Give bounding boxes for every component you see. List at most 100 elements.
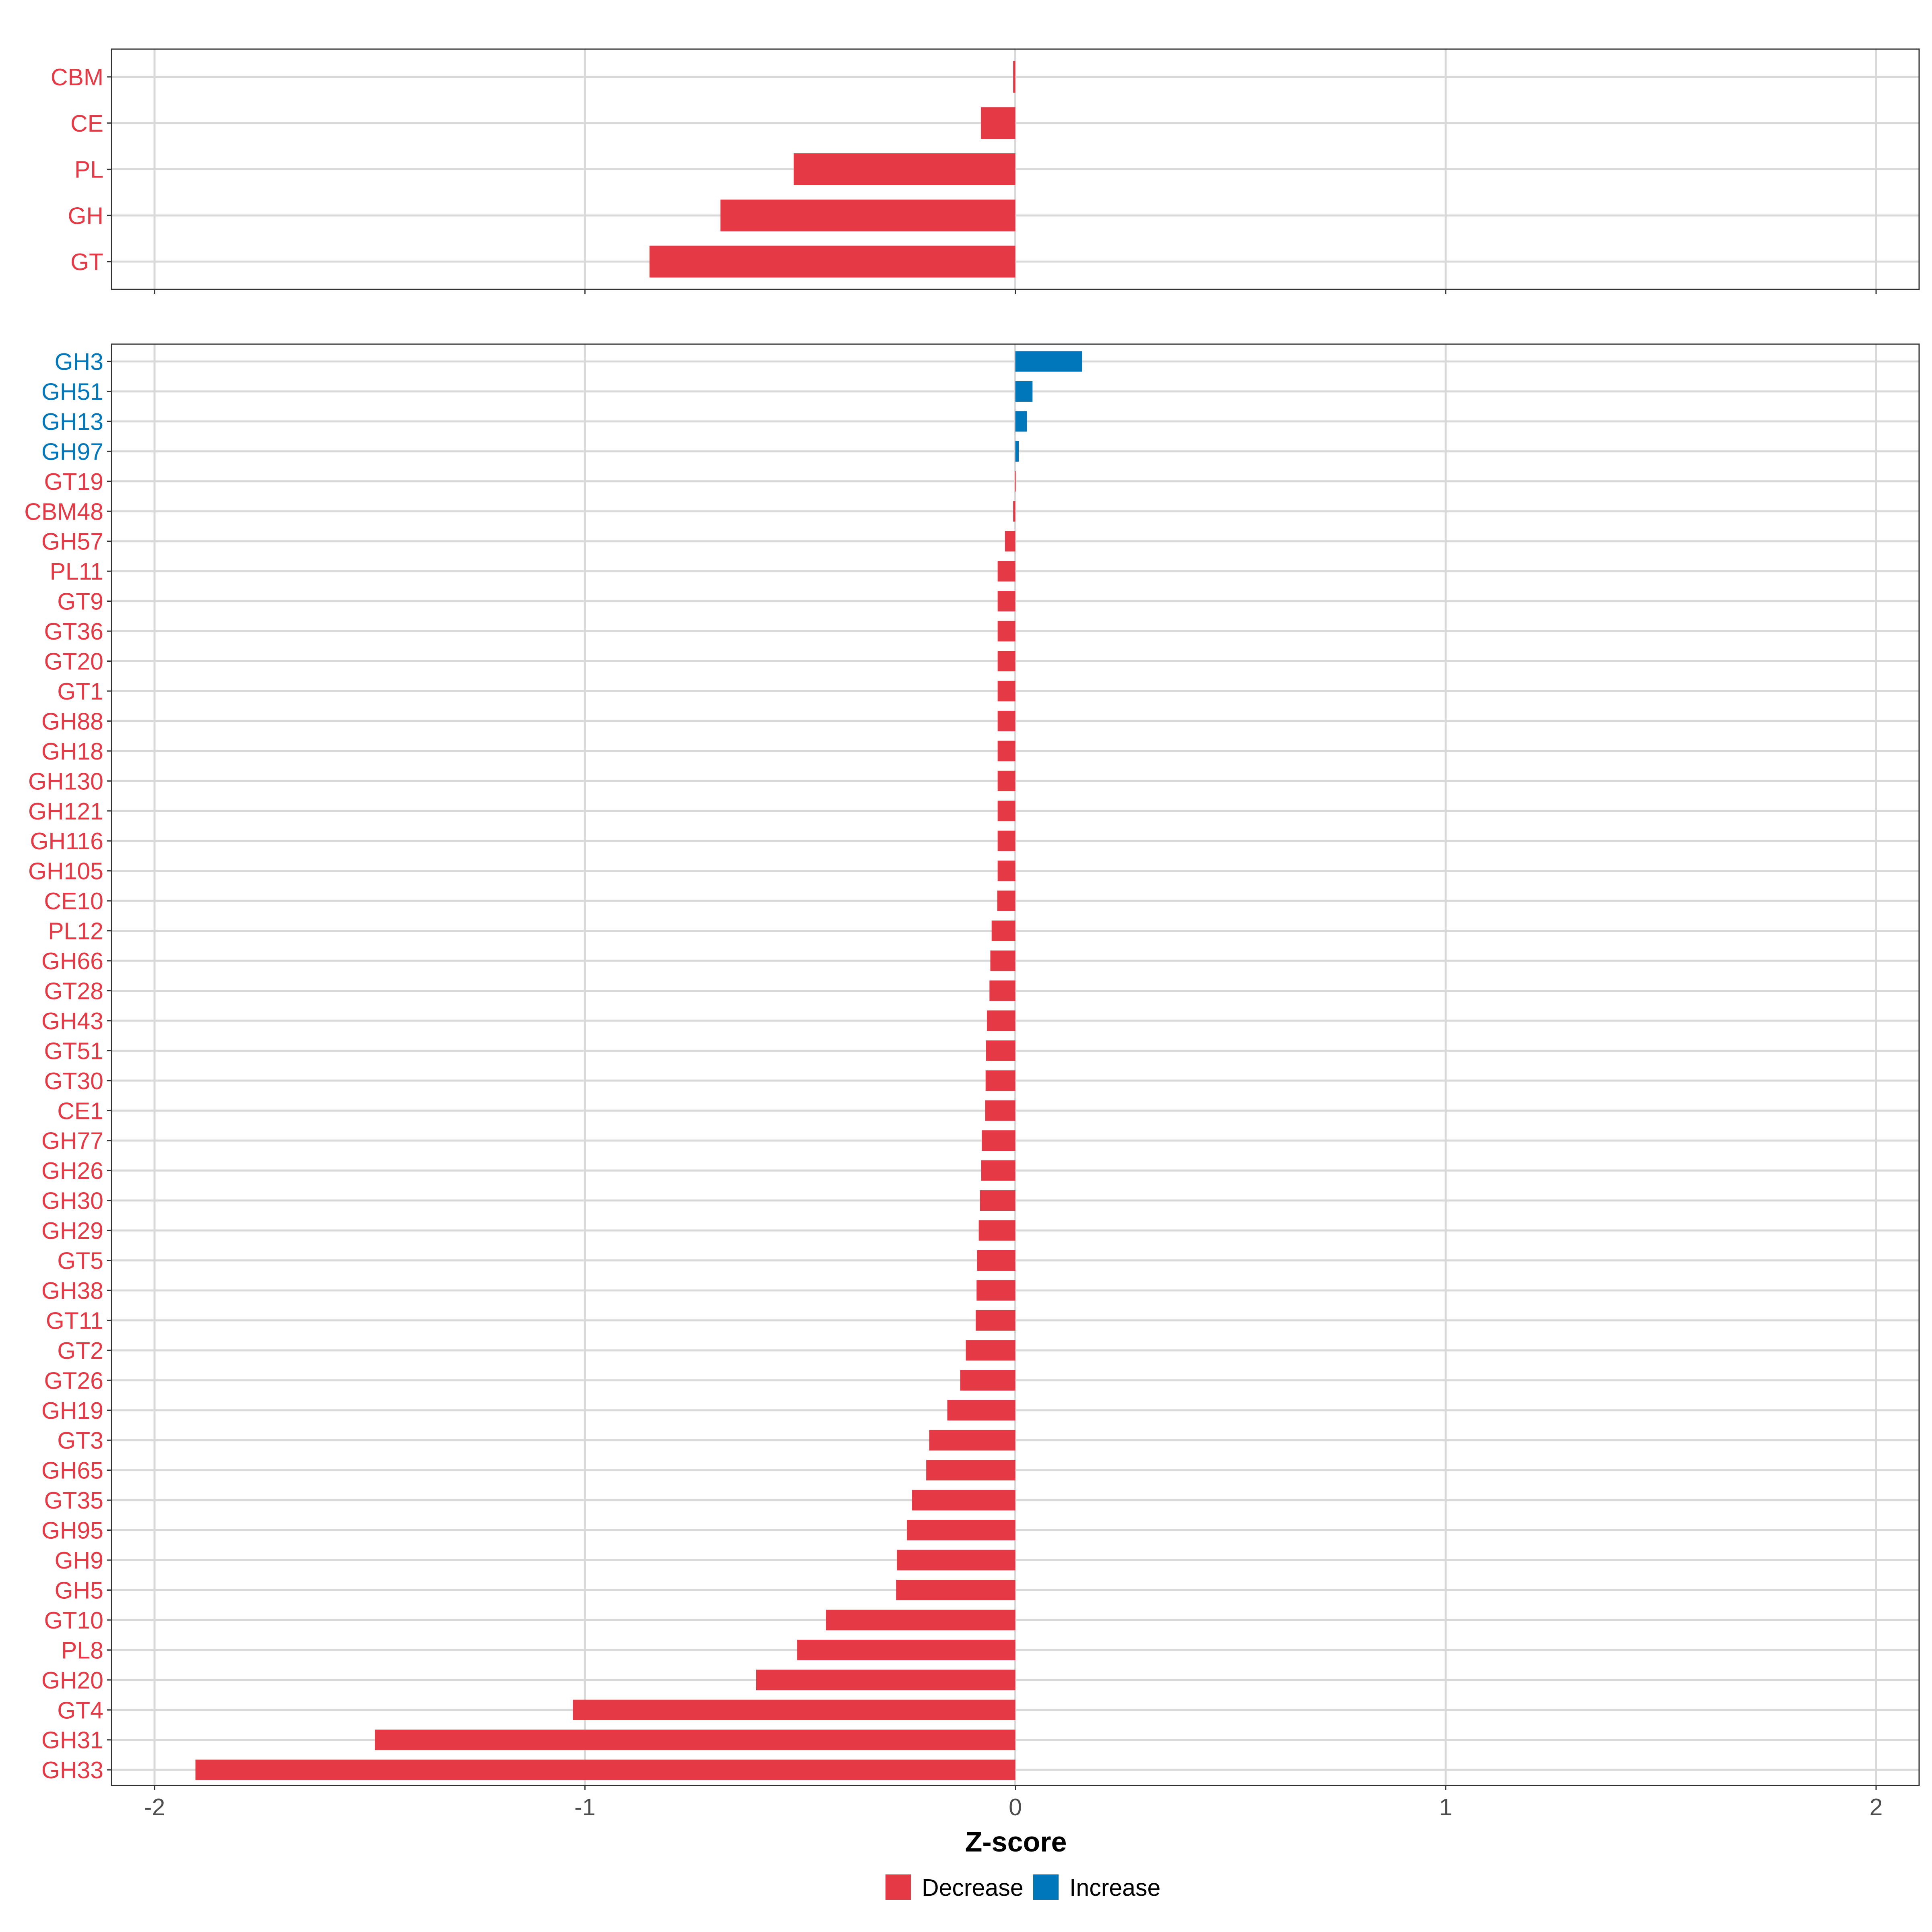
- x-tick-label: 0: [1009, 1794, 1022, 1821]
- x-tick-label: 1: [1439, 1794, 1452, 1821]
- bottom-category-label-gt10: GT10: [44, 1607, 103, 1634]
- bottom-category-label-gh29: GH29: [41, 1218, 103, 1244]
- bottom-bar-gh65: [926, 1460, 1016, 1481]
- legend-label-decrease: Decrease: [922, 1874, 1024, 1901]
- top-bar-gt: [649, 246, 1016, 278]
- bottom-bar-gh26: [981, 1160, 1016, 1181]
- bottom-bar-gh95: [907, 1520, 1016, 1541]
- bottom-bar-gh3: [1015, 351, 1082, 372]
- bottom-category-label-gh88: GH88: [41, 708, 103, 735]
- bottom-category-label-gt5: GT5: [57, 1248, 103, 1274]
- bottom-category-label-gh13: GH13: [41, 409, 103, 435]
- bottom-bar-gh9: [897, 1550, 1016, 1571]
- bottom-category-label-gh30: GH30: [41, 1188, 103, 1214]
- bottom-bar-gh66: [990, 950, 1016, 971]
- x-axis-title: Z-score: [965, 1826, 1067, 1858]
- legend-label-increase: Increase: [1069, 1874, 1160, 1901]
- bottom-category-label-gh130: GH130: [28, 768, 103, 795]
- bottom-bar-gt19: [1015, 471, 1016, 492]
- bottom-category-label-ce10: CE10: [44, 888, 103, 914]
- bottom-bar-gh51: [1015, 381, 1033, 402]
- bottom-bar-pl12: [991, 921, 1016, 941]
- bottom-category-label-gh3: GH3: [55, 349, 103, 375]
- bottom-panel-border: [111, 343, 1920, 1786]
- top-category-label-ce: CE: [70, 110, 103, 137]
- bottom-bar-cbm48: [1013, 501, 1016, 522]
- bottom-category-label-gh97: GH97: [41, 438, 103, 465]
- top-category-label-pl: PL: [74, 157, 103, 183]
- bottom-category-label-gh43: GH43: [41, 1008, 103, 1034]
- x-axis: -2 -1 0 1 2: [144, 1794, 1883, 1821]
- bottom-category-label-gt30: GT30: [44, 1068, 103, 1094]
- bottom-bar-gh130: [997, 770, 1016, 791]
- bottom-bar-gh121: [997, 801, 1016, 822]
- bottom-category-label-gt36: GT36: [44, 618, 103, 645]
- bottom-bar-gt51: [986, 1040, 1016, 1061]
- bottom-category-label-gt2: GT2: [57, 1338, 103, 1364]
- top-category-label-gh: GH: [68, 202, 104, 229]
- bottom-category-label-gt28: GT28: [44, 978, 103, 1004]
- bottom-bar-gt2: [966, 1340, 1016, 1361]
- bottom-category-label-gt19: GT19: [44, 469, 103, 495]
- bottom-bar-pl11: [997, 561, 1016, 582]
- bottom-category-label-pl8: PL8: [61, 1637, 103, 1664]
- bottom-category-label-gh38: GH38: [41, 1278, 103, 1304]
- bottom-category-label-gh9: GH9: [55, 1547, 103, 1574]
- bottom-bar-gh29: [978, 1220, 1016, 1241]
- bottom-bar-gt35: [912, 1490, 1016, 1511]
- bottom-category-label-ce1: CE1: [57, 1098, 103, 1124]
- bottom-bar-gt5: [977, 1250, 1016, 1271]
- bottom-category-label-gh105: GH105: [28, 858, 103, 885]
- bottom-bar-gt9: [997, 591, 1016, 612]
- bottom-category-label-gh19: GH19: [41, 1397, 103, 1424]
- bottom-bar-gh13: [1015, 411, 1027, 432]
- top-bar-gh: [720, 199, 1016, 231]
- bottom-category-label-gh121: GH121: [28, 798, 103, 825]
- bottom-bar-gh19: [947, 1400, 1016, 1421]
- bottom-bar-gt10: [826, 1610, 1016, 1631]
- legend-swatch-decrease: [886, 1874, 911, 1900]
- legend: Decrease Increase: [886, 1874, 1160, 1901]
- legend-swatch-increase: [1033, 1874, 1059, 1900]
- bottom-category-label-gt35: GT35: [44, 1487, 103, 1514]
- bottom-bar-gh77: [982, 1130, 1016, 1151]
- top-bar-pl: [793, 153, 1016, 185]
- top-bar-cbm: [1013, 61, 1016, 93]
- bottom-bar-gt30: [985, 1070, 1016, 1091]
- bottom-category-label-gh57: GH57: [41, 528, 103, 555]
- bottom-category-label-gt9: GT9: [57, 588, 103, 615]
- x-tick-label: 2: [1870, 1794, 1883, 1821]
- bottom-category-label-cbm48: CBM48: [24, 498, 103, 525]
- bottom-category-label-gh33: GH33: [41, 1757, 103, 1783]
- bottom-bar-gt3: [929, 1430, 1016, 1451]
- bottom-bar-gh88: [997, 710, 1016, 731]
- bottom-bar-gh31: [375, 1730, 1016, 1750]
- bottom-bar-gh43: [987, 1010, 1016, 1031]
- bottom-bar-gt20: [997, 651, 1016, 671]
- bottom-category-label-gt11: GT11: [46, 1307, 103, 1334]
- bottom-bar-gh57: [1005, 531, 1016, 552]
- bottom-category-label-gh51: GH51: [41, 378, 103, 405]
- bottom-category-label-gh65: GH65: [41, 1457, 103, 1484]
- bottom-category-label-pl11: PL11: [50, 558, 103, 585]
- bottom-category-label-gt4: GT4: [57, 1697, 103, 1724]
- bottom-category-label-pl12: PL12: [48, 918, 103, 945]
- bottom-category-label-gh66: GH66: [41, 948, 103, 974]
- bottom-category-label-gh31: GH31: [41, 1727, 103, 1754]
- bottom-bar-gh38: [976, 1280, 1016, 1301]
- bottom-bar-gh18: [997, 741, 1016, 762]
- top-category-label-cbm: CBM: [51, 64, 103, 91]
- top-bar-ce: [980, 107, 1016, 139]
- bottom-bar-gh5: [896, 1579, 1016, 1600]
- bottom-bar-gh20: [756, 1670, 1016, 1690]
- bottom-bar-gh33: [195, 1759, 1016, 1780]
- bottom-category-label-gh5: GH5: [55, 1577, 103, 1604]
- bottom-category-label-gt3: GT3: [57, 1427, 103, 1454]
- bottom-bar-gt28: [989, 980, 1016, 1001]
- bottom-bar-pl8: [797, 1639, 1016, 1660]
- bottom-bar-gt4: [573, 1699, 1016, 1720]
- bottom-panel: GH3 GH51 GH13 GH97 GT19 CBM48 GH57 PL11 GT9 GT36 G…: [24, 343, 1920, 1790]
- bottom-category-label-gh26: GH26: [41, 1158, 103, 1184]
- bottom-category-label-gh18: GH18: [41, 738, 103, 765]
